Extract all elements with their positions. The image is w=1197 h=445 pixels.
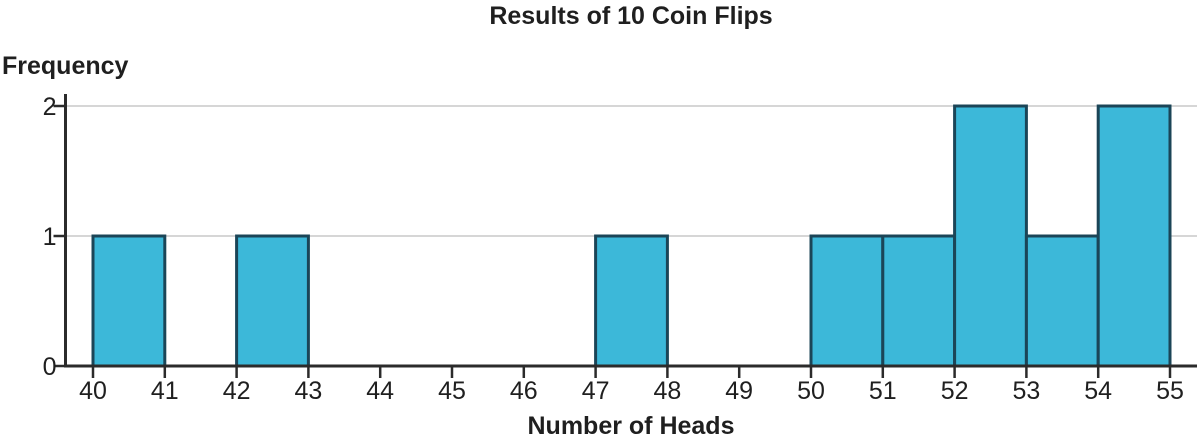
y-tick-label: 0	[43, 353, 57, 381]
x-tick-label: 48	[653, 377, 681, 405]
x-tick-label: 47	[582, 377, 610, 405]
chart-title: Results of 10 Coin Flips	[489, 2, 773, 30]
x-tick-label: 50	[797, 377, 825, 405]
x-tick-label: 45	[438, 377, 466, 405]
y-tick-label: 1	[43, 223, 57, 251]
x-tick-label: 53	[1012, 377, 1040, 405]
x-tick-label: 43	[294, 377, 322, 405]
x-tick-label: 44	[366, 377, 394, 405]
x-tick-label: 52	[941, 377, 969, 405]
x-axis-title: Number of Heads	[527, 412, 735, 440]
bar	[1024, 234, 1100, 368]
bar	[594, 234, 669, 368]
bar	[235, 234, 310, 368]
x-tick-label: 54	[1084, 377, 1112, 405]
x-tick-label: 49	[725, 377, 753, 405]
bar	[809, 234, 885, 368]
bar	[881, 234, 957, 368]
x-tick-label: 46	[510, 377, 538, 405]
y-axis-title: Frequency	[2, 52, 129, 80]
x-tick-label: 55	[1156, 377, 1184, 405]
bar	[91, 234, 167, 368]
y-tick-label: 2	[43, 93, 57, 121]
x-tick-label: 40	[79, 377, 107, 405]
x-tick-label: 41	[151, 377, 179, 405]
x-tick-label: 51	[869, 377, 897, 405]
bar	[953, 104, 1028, 368]
x-tick-label: 42	[223, 377, 251, 405]
bar	[1096, 104, 1172, 368]
